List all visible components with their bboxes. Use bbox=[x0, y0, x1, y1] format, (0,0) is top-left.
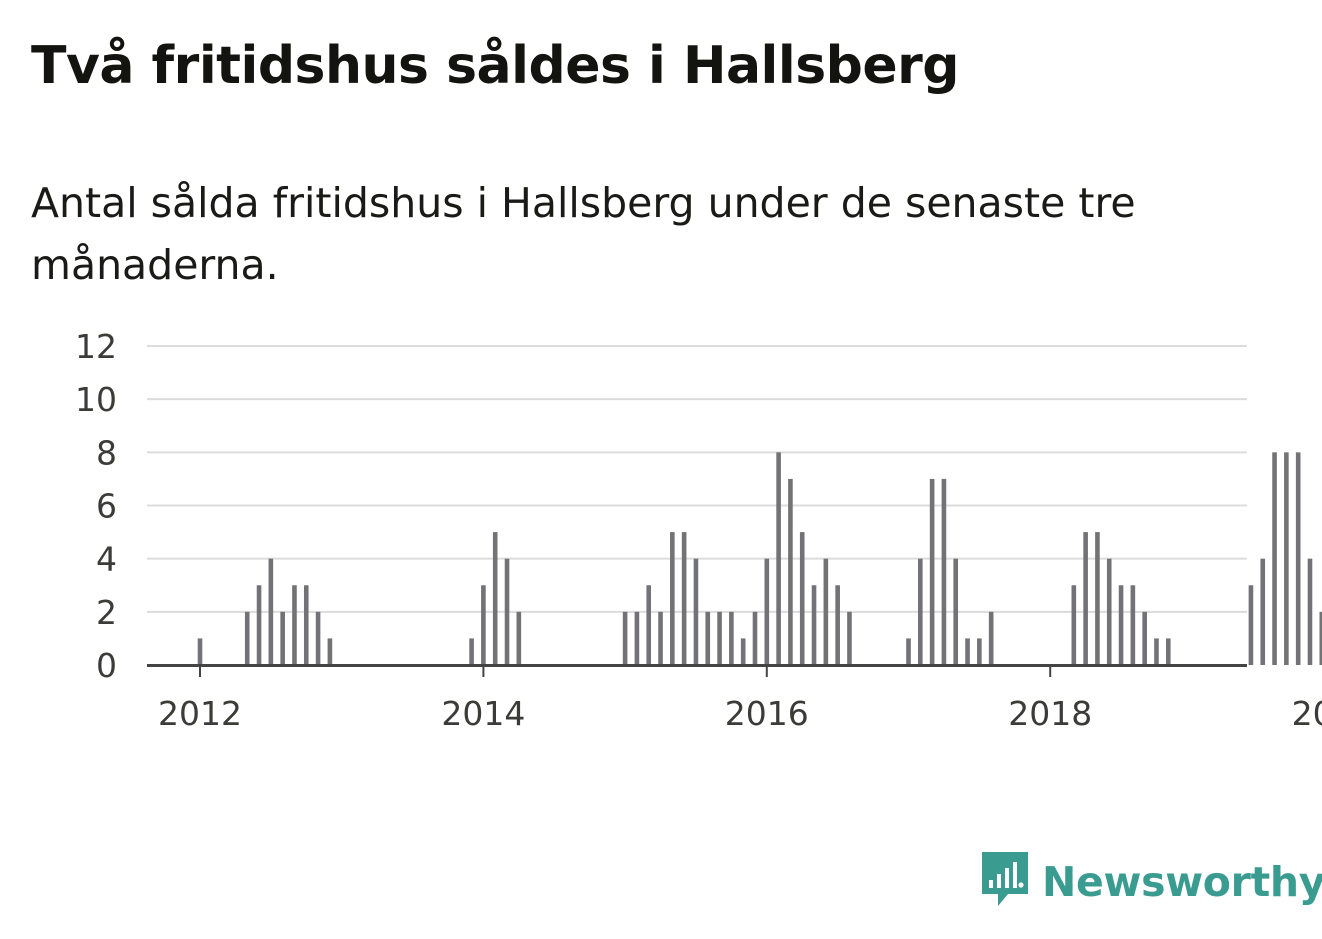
bar bbox=[1319, 611, 1322, 665]
bar bbox=[1130, 585, 1136, 665]
bar bbox=[693, 558, 699, 665]
bar bbox=[1284, 452, 1289, 665]
bar bbox=[799, 532, 805, 665]
bar bbox=[811, 585, 817, 665]
bar bbox=[292, 585, 297, 665]
y-tick-label: 12 bbox=[75, 327, 117, 366]
bar bbox=[918, 558, 923, 665]
bar bbox=[705, 611, 711, 665]
bar bbox=[634, 611, 640, 665]
bar bbox=[303, 585, 309, 665]
chart-title: Två fritidshus såldes i Hallsberg bbox=[31, 36, 960, 96]
brand-logo: Newsworthy bbox=[980, 850, 1322, 914]
bar bbox=[1095, 532, 1100, 665]
bar bbox=[681, 532, 687, 665]
bar bbox=[847, 611, 852, 665]
bar-series bbox=[197, 452, 1322, 665]
bar bbox=[776, 452, 781, 665]
bar bbox=[315, 611, 321, 665]
y-tick-label: 6 bbox=[96, 487, 117, 526]
bar bbox=[197, 638, 203, 665]
bar bbox=[1295, 452, 1301, 665]
chart-subtitle: Antal sålda fritidshus i Hallsberg under… bbox=[31, 179, 1136, 289]
bar bbox=[823, 558, 829, 665]
bar bbox=[752, 611, 758, 665]
bar bbox=[492, 532, 498, 665]
brand-name: Newsworthy bbox=[1042, 858, 1322, 906]
y-tick-label: 10 bbox=[75, 380, 117, 419]
grid-lines bbox=[147, 345, 1247, 613]
bar bbox=[740, 638, 746, 665]
bar bbox=[941, 478, 947, 665]
bar bbox=[1083, 532, 1088, 665]
bar bbox=[244, 611, 250, 665]
bar bbox=[729, 611, 734, 665]
x-tick-label: 2014 bbox=[441, 694, 525, 733]
bar bbox=[835, 585, 840, 665]
bar bbox=[906, 638, 911, 665]
bar bbox=[1165, 638, 1171, 665]
bar bbox=[658, 611, 663, 665]
bar bbox=[504, 558, 510, 665]
bar bbox=[327, 638, 333, 665]
bar bbox=[481, 585, 486, 665]
bar bbox=[1071, 585, 1077, 665]
bar bbox=[977, 638, 982, 665]
bar bbox=[670, 532, 675, 665]
x-tick-label: 2012 bbox=[158, 694, 242, 733]
bar bbox=[1154, 638, 1159, 665]
bar bbox=[256, 585, 262, 665]
newsworthy-logo-icon bbox=[980, 850, 1030, 914]
bar bbox=[1142, 611, 1147, 665]
bar bbox=[1272, 452, 1277, 665]
bar bbox=[622, 611, 628, 665]
bar bbox=[516, 611, 522, 665]
bar bbox=[280, 611, 285, 665]
y-tick-label: 8 bbox=[96, 433, 117, 472]
y-tick-label: 2 bbox=[96, 593, 117, 632]
bar bbox=[953, 558, 959, 665]
bar bbox=[1248, 585, 1254, 665]
bar bbox=[788, 478, 793, 665]
bar bbox=[1260, 558, 1266, 665]
axes: 0246810122012201420162018202020222024202… bbox=[75, 327, 1322, 733]
bar bbox=[646, 585, 652, 665]
x-tick-label: 2020 bbox=[1292, 694, 1322, 733]
x-tick-label: 2018 bbox=[1008, 694, 1092, 733]
bar bbox=[1106, 558, 1112, 665]
y-tick-label: 4 bbox=[96, 540, 117, 579]
bar bbox=[268, 558, 274, 665]
bar bbox=[965, 638, 970, 665]
x-tick-label: 2016 bbox=[725, 694, 809, 733]
bar bbox=[1307, 558, 1313, 665]
bar bbox=[1118, 585, 1124, 665]
bar bbox=[469, 638, 474, 665]
bar bbox=[988, 611, 994, 665]
bar bbox=[717, 611, 722, 665]
y-tick-label: 0 bbox=[96, 646, 117, 685]
bar bbox=[764, 558, 770, 665]
bar bbox=[929, 478, 935, 665]
